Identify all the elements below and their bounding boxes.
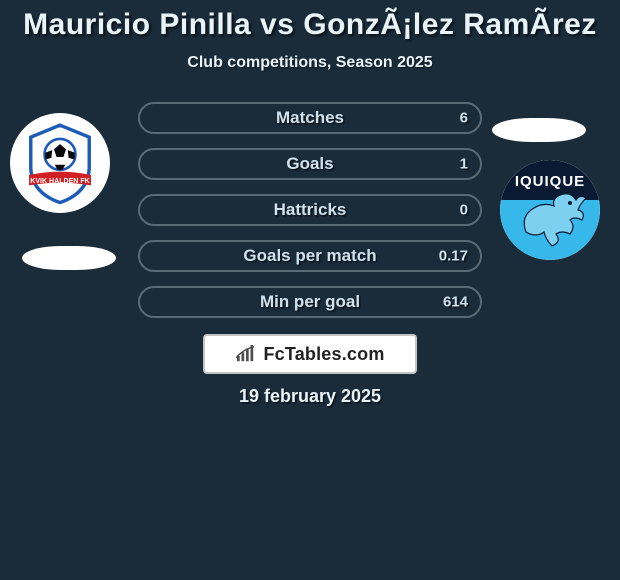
stat-row-matches: Matches 6 [138,102,482,134]
stat-label: Matches [276,108,344,128]
brand-box[interactable]: FcTables.com [203,334,417,374]
card-root: Mauricio Pinilla vs GonzÃ¡lez RamÃ­rez C… [0,0,620,407]
brand-text: FcTables.com [263,344,384,365]
stat-row-goals: Goals 1 [138,148,482,180]
stat-right-value: 1 [460,156,468,173]
stat-label: Goals [286,154,333,174]
page-subtitle: Club competitions, Season 2025 [0,54,620,72]
stat-right-value: 0.17 [439,248,468,265]
stat-right-value: 0 [460,202,468,219]
stat-label: Min per goal [260,292,360,312]
stat-label: Hattricks [274,200,347,220]
stat-right-value: 6 [460,110,468,127]
stat-row-min-per-goal: Min per goal 614 [138,286,482,318]
stat-label: Goals per match [243,246,376,266]
stat-right-value: 614 [443,294,468,311]
bar-chart-icon [235,345,257,363]
left-player-silhouette [22,246,116,270]
kvik-halden-crest-icon: KVIK HALDEN FK [17,120,103,206]
left-team-crest: KVIK HALDEN FK [10,113,110,213]
middle-area: KVIK HALDEN FK IQUIQUE [0,102,620,318]
right-player-silhouette [492,118,586,142]
stat-row-hattricks: Hattricks 0 [138,194,482,226]
svg-text:KVIK HALDEN FK: KVIK HALDEN FK [30,178,90,185]
right-team-crest: IQUIQUE [500,160,600,260]
iquique-crest-icon: IQUIQUE [500,160,600,260]
date-line: 19 february 2025 [0,386,620,407]
page-title: Mauricio Pinilla vs GonzÃ¡lez RamÃ­rez [0,8,620,42]
svg-text:IQUIQUE: IQUIQUE [515,173,585,190]
stat-row-goals-per-match: Goals per match 0.17 [138,240,482,272]
